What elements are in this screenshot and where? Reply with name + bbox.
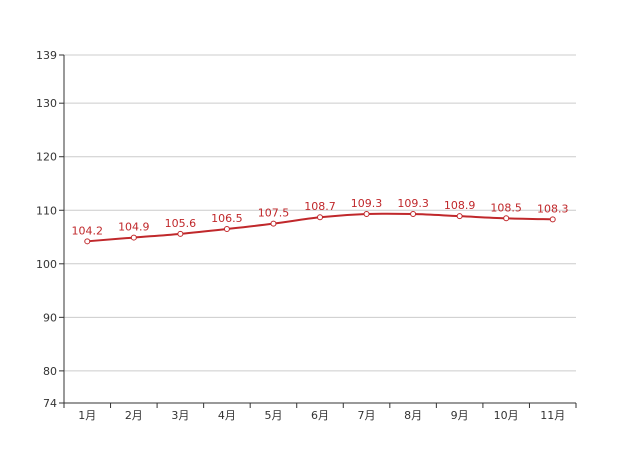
data-point	[270, 220, 277, 227]
x-axis-ticks: 1月 2月 3月 4月 5月 6月 7月 8月 9月 10月 11月	[63, 403, 577, 422]
y-tick-label: 74	[43, 397, 57, 410]
data-point	[410, 211, 417, 218]
grid-lines	[64, 54, 576, 372]
data-label: 108.5	[490, 201, 522, 214]
data-point	[223, 226, 230, 232]
y-tick-label: 80	[43, 365, 57, 378]
y-tick-label: 90	[43, 311, 57, 324]
axes	[63, 55, 576, 404]
data-point	[363, 211, 370, 218]
y-tick-label: 139	[36, 49, 57, 62]
data-point	[503, 215, 510, 222]
x-tick-label: 6月	[311, 409, 329, 422]
x-tick-label: 9月	[451, 409, 469, 422]
x-tick-label: 10月	[494, 409, 519, 422]
y-axis-ticks: 74 80 90 100 110 120 130 139	[36, 49, 64, 410]
data-label: 107.5	[258, 207, 290, 220]
x-tick-label: 2月	[125, 409, 143, 422]
data-labels: 104.2 104.9 105.6 106.5 107.5 108.7 109.3 109.3…	[72, 197, 569, 237]
x-tick-label: 11月	[540, 409, 565, 422]
x-tick-label: 1月	[78, 409, 96, 422]
x-tick-label: 7月	[358, 409, 376, 422]
x-tick-label: 8月	[404, 409, 422, 422]
x-tick-label: 5月	[264, 409, 282, 422]
data-label: 104.9	[118, 221, 150, 234]
x-tick-label: 4月	[218, 409, 236, 422]
y-tick-label: 120	[36, 151, 57, 164]
y-tick-label: 110	[36, 204, 57, 217]
data-label: 106.5	[211, 212, 243, 225]
data-label: 108.3	[537, 202, 569, 215]
data-label: 108.7	[304, 200, 336, 213]
data-point	[84, 238, 91, 245]
data-label: 109.3	[351, 197, 383, 210]
data-point	[549, 216, 556, 223]
series-group	[84, 211, 556, 245]
y-tick-label: 130	[36, 97, 57, 110]
data-label: 105.6	[165, 217, 197, 230]
data-label: 109.3	[397, 197, 429, 210]
data-label: 108.9	[444, 199, 476, 212]
y-tick-label: 100	[36, 258, 57, 271]
data-point	[456, 213, 463, 220]
x-tick-label: 3月	[171, 409, 189, 422]
data-point	[317, 214, 323, 221]
data-label: 104.2	[72, 224, 104, 237]
data-point	[177, 230, 184, 237]
data-point	[130, 234, 137, 241]
